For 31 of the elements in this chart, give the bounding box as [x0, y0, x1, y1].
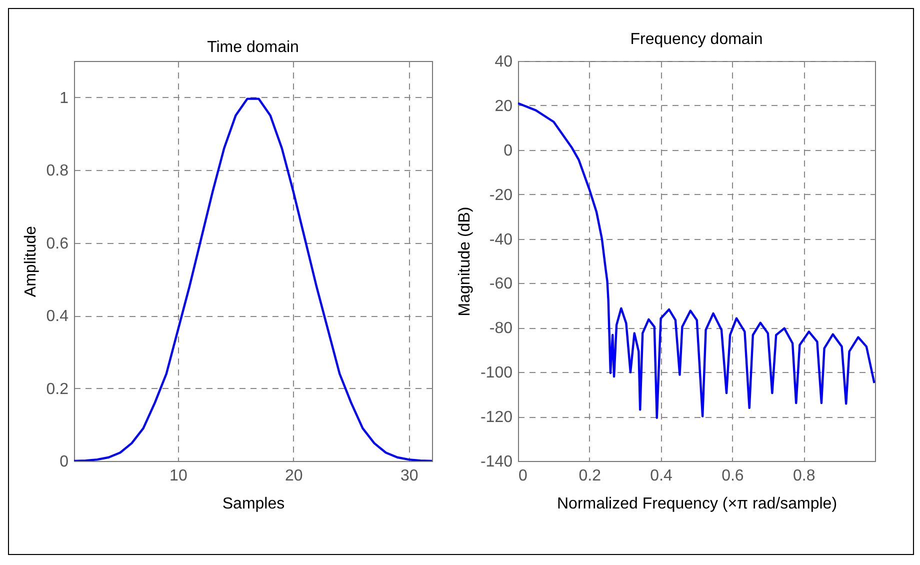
chart-title: Time domain [207, 39, 299, 56]
x-axis-title: Samples [222, 496, 285, 512]
x-tick-label: 0.6 [722, 468, 744, 484]
x-tick-label: 0.8 [792, 468, 816, 484]
x-tick-label: 30 [400, 468, 418, 484]
x-tick-label: 0.4 [650, 468, 673, 484]
x-axis-title: Normalized Frequency (×π rad/sample) [556, 496, 838, 512]
y-tick-label: -100 [480, 364, 513, 382]
x-tick-label: 0.2 [578, 468, 602, 484]
y-tick-label: -140 [480, 454, 513, 470]
line-series [518, 102, 875, 419]
y-tick-label: 0.6 [46, 235, 69, 252]
y-axis-title: Magnitude (dB) [456, 206, 474, 316]
chart-title: Frequency domain [630, 31, 763, 48]
y-axis-title: Amplitude [22, 226, 40, 298]
y-tick-label: 0 [504, 142, 513, 160]
y-tick-label: -60 [489, 276, 513, 293]
x-tick-label: 10 [170, 468, 188, 484]
y-tick-label: 0.2 [46, 380, 69, 398]
y-tick-label: 0.8 [46, 162, 69, 180]
y-tick-label: -120 [480, 409, 513, 426]
x-tick-label: 20 [285, 468, 303, 484]
y-tick-label: 20 [494, 98, 513, 115]
y-tick-label: -20 [489, 186, 513, 204]
y-tick-label: -80 [489, 320, 513, 338]
y-tick-label: 40 [494, 54, 513, 70]
y-tick-label: 0.4 [46, 308, 69, 326]
y-tick-label: 0 [60, 454, 69, 470]
x-tick-label: 0 [518, 468, 528, 484]
y-tick-label: -40 [489, 231, 513, 248]
y-tick-label: 1 [60, 90, 69, 107]
